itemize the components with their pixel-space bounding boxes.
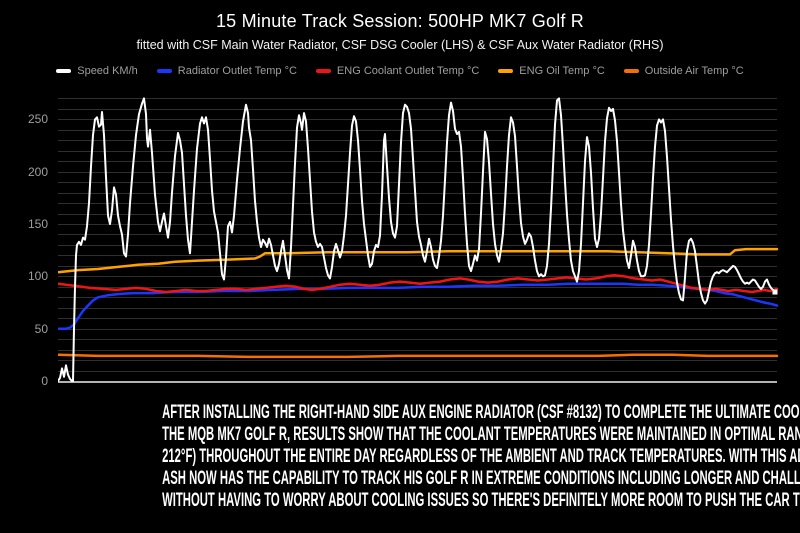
caption-line-3: 212°F) THROUGHOUT THE ENTIRE DAY REGARDL… [162,446,800,467]
page-subtitle: fitted with CSF Main Water Radiator, CSF… [136,38,664,52]
series-line-eng-oil-temp-c [58,247,779,274]
legend-swatch-icon [498,69,514,73]
y-axis-tick-label: 200 [27,164,48,179]
caption-line-5: WITHOUT HAVING TO WORRY ABOUT COOLING IS… [162,490,800,511]
series-line-radiator-outlet-temp-c [58,282,779,330]
chart-legend: Speed KM/h Radiator Outlet Temp °C ENG Coo… [0,65,800,77]
y-axis-tick-label: 150 [27,217,48,231]
page-title: 15 Minute Track Session: 500HP MK7 Golf … [215,11,585,31]
chart-plot [58,97,779,383]
caption-line-4: ASH NOW HAS THE CAPABILITY TO TRACK HIS … [162,468,800,489]
legend-swatch-icon [315,69,331,73]
caption-text: AFTER INSTALLING THE RIGHT-HAND SIDE AUX… [162,402,800,512]
legend-item-outside-air-temp-c: Outside Air Temp °C [623,65,744,77]
legend-item-eng-oil-temp-c: ENG Oil Temp °C [498,65,605,77]
series-line-speed-km-h [58,97,776,382]
legend-label: ENG Oil Temp °C [519,65,605,77]
y-axis-tick-label: 0 [41,374,48,388]
y-axis-tick-label: 250 [27,112,48,127]
series-line-outside-air-temp-c [58,353,779,359]
legend-label: ENG Coolant Outlet Temp °C [336,65,480,77]
legend-swatch-icon [623,69,639,73]
y-axis-tick-label: 100 [27,269,48,284]
legend-swatch-icon [56,69,72,73]
legend-item-radiator-outlet-temp-c: Radiator Outlet Temp °C [156,65,297,77]
caption-block: AFTER INSTALLING THE RIGHT-HAND SIDE AUX… [0,402,800,512]
legend-swatch-icon [156,69,172,73]
legend-item-eng-coolant-outlet-temp-c: ENG Coolant Outlet Temp °C [315,65,480,77]
legend-label: Speed KM/h [77,65,138,77]
caption-line-2: THE MQB MK7 GOLF R, RESULTS SHOW THAT TH… [162,424,800,445]
legend-label: Radiator Outlet Temp °C [177,65,297,77]
caption-line-1: AFTER INSTALLING THE RIGHT-HAND SIDE AUX… [162,402,800,423]
series-end-marker [772,289,778,295]
legend-item-speed-km-h: Speed KM/h [56,65,138,77]
series-line-eng-coolant-outlet-temp-c [58,274,779,294]
track-session-chart: 0 50 100 150 200 250 [27,97,779,388]
legend-label: Outside Air Temp °C [644,65,744,77]
y-axis-tick-label: 50 [34,321,48,336]
